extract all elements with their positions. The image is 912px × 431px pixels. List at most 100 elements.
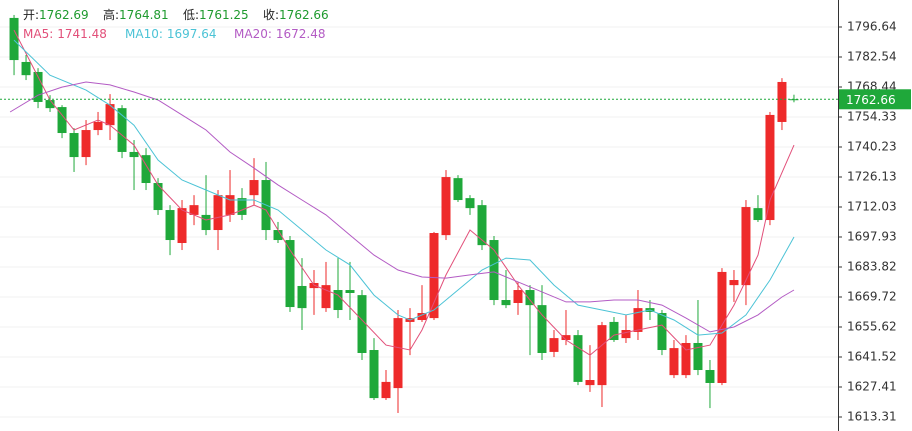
candle-body [249, 180, 259, 196]
y-tick-label: 1740.23 [847, 139, 897, 153]
ohlc-item: 开:1762.69 [23, 8, 89, 22]
candle-body [21, 61, 31, 76]
ohlc-item: 高:1764.81 [103, 7, 169, 22]
ma-legend: MA20: 1672.48 [234, 27, 326, 41]
candle-body [9, 17, 19, 61]
candle-body [585, 380, 595, 386]
candle-body [729, 280, 739, 286]
ma-line [13, 39, 795, 336]
candle-body [525, 290, 535, 306]
price-tag-label: 1762.66 [846, 93, 896, 107]
candle-body [717, 271, 727, 383]
candle-body [597, 325, 607, 386]
candle-body [429, 233, 439, 319]
candle-body [45, 100, 55, 109]
ma-line [13, 29, 795, 356]
candle-body [573, 335, 583, 382]
candle-body [621, 330, 631, 339]
candle-body [225, 195, 235, 215]
candle-body [141, 155, 151, 184]
candle-body [201, 214, 211, 231]
candle-body [57, 107, 67, 134]
candle-body [765, 114, 775, 221]
ma-legend-value: 1697.64 [167, 27, 217, 41]
candle-body [681, 342, 691, 376]
candle-body [129, 151, 139, 158]
candle-body [549, 338, 559, 352]
y-tick-label: 1754.33 [847, 110, 897, 124]
candle-body [117, 108, 127, 152]
ma-legend-name: MA10: [125, 27, 163, 41]
candle-body [633, 308, 643, 332]
candle-body [357, 295, 367, 353]
ohlc-item: 低:1761.25 [183, 8, 249, 22]
ma-legend: MA10: 1697.64 [125, 27, 217, 41]
ohlc-value: 1762.69 [39, 8, 89, 22]
ohlc-value: 1764.81 [119, 8, 169, 22]
y-tick-label: 1782.54 [847, 49, 897, 63]
ohlc-item: 收:1762.66 [263, 8, 329, 22]
candle-body [465, 198, 475, 209]
candle-body [321, 285, 331, 309]
candle-body [669, 348, 679, 376]
ohlc-value: 1761.25 [199, 8, 249, 22]
candle-body [237, 198, 247, 215]
candle-body [81, 130, 91, 158]
candle-body [297, 285, 307, 309]
y-tick-label: 1655.62 [847, 319, 897, 333]
ohlc-label: 低: [183, 8, 199, 22]
candle-body [441, 177, 451, 236]
y-tick-label: 1683.82 [847, 260, 897, 274]
candle-body [513, 290, 523, 303]
candle-body [609, 321, 619, 341]
candle-body [753, 208, 763, 221]
candle-body [93, 121, 103, 131]
ohlc-value: 1762.66 [279, 8, 329, 22]
candle-body [369, 350, 379, 399]
ohlc-label: 高: [103, 7, 119, 22]
ma-legend-value: 1741.48 [57, 27, 107, 41]
y-tick-label: 1726.13 [847, 169, 897, 183]
candle-body [153, 183, 163, 211]
ma-legend-name: MA5: [23, 27, 53, 41]
candle-body [177, 208, 187, 244]
candle-body [501, 300, 511, 306]
y-tick-label: 1712.03 [847, 199, 897, 213]
y-tick-label: 1627.41 [847, 380, 897, 394]
candle-body [537, 305, 547, 353]
ohlc-label: 开: [23, 8, 39, 22]
candle-body [345, 290, 355, 293]
candle-body [657, 312, 667, 351]
y-tick-label: 1669.72 [847, 289, 897, 303]
y-tick-label: 1613.31 [847, 410, 897, 424]
candle-body [285, 240, 295, 308]
candle-body [69, 133, 79, 158]
candle-body [489, 240, 499, 301]
ma-legend: MA5: 1741.48 [23, 27, 107, 41]
price-tag [839, 89, 911, 110]
ma-legend-name: MA20: [234, 27, 272, 41]
candle-body [777, 81, 787, 122]
ma-line [9, 81, 795, 333]
candle-body [453, 178, 463, 201]
ma-legend-value: 1672.48 [276, 27, 326, 41]
candle-body [705, 370, 715, 383]
candle-body [393, 318, 403, 389]
candle-body [381, 381, 391, 399]
candle-body [417, 312, 427, 321]
candle-body [213, 195, 223, 231]
candle-body [477, 205, 487, 246]
y-tick-label: 1697.93 [847, 229, 897, 243]
candle-body [693, 342, 703, 371]
candle-body [741, 207, 751, 286]
candle-body [33, 71, 43, 102]
candle-body [561, 335, 571, 341]
candle-body [189, 205, 199, 215]
candle-body [165, 210, 175, 241]
candle-body [273, 230, 283, 241]
ohlc-label: 收: [263, 8, 279, 22]
candle-body [105, 104, 115, 126]
candle-body [333, 290, 343, 311]
